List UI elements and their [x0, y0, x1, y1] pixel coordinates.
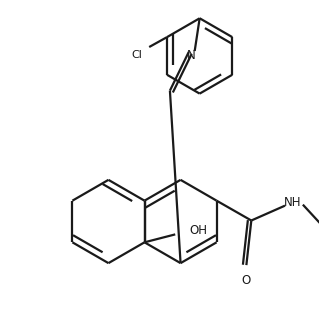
- Text: O: O: [242, 275, 251, 287]
- Text: OH: OH: [189, 224, 207, 237]
- Text: N: N: [187, 50, 196, 62]
- Text: NH: NH: [284, 196, 302, 209]
- Text: Cl: Cl: [132, 50, 143, 60]
